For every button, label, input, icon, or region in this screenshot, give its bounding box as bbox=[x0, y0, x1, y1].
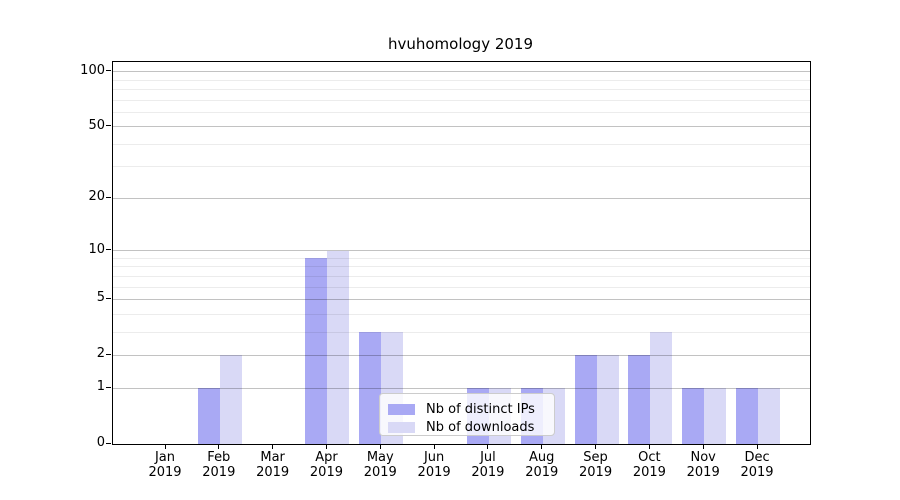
gridline-30 bbox=[113, 166, 810, 168]
gridline-6 bbox=[113, 286, 810, 288]
x-tick-label-jun: Jun 2019 bbox=[417, 450, 451, 480]
bar-downloads-apr bbox=[327, 250, 350, 444]
x-tick-label-jan: Jan 2019 bbox=[148, 450, 182, 480]
x-tick-label-may: May 2019 bbox=[363, 450, 397, 480]
y-tick-label-1: 1 bbox=[96, 379, 105, 395]
gridline-8 bbox=[113, 266, 810, 268]
gridline-70 bbox=[113, 99, 810, 101]
y-tick-label-50: 50 bbox=[88, 117, 105, 133]
gridline-10 bbox=[113, 250, 810, 252]
x-tick-mark-jul bbox=[487, 444, 489, 449]
y-tick-label-0: 0 bbox=[96, 435, 105, 450]
gridline-3 bbox=[113, 331, 810, 333]
x-tick-mark-aug bbox=[541, 444, 543, 449]
legend-label-distinct-ips: Nb of distinct IPs bbox=[426, 402, 535, 417]
y-tick-mark bbox=[106, 386, 111, 388]
legend: Nb of distinct IPs Nb of downloads bbox=[379, 393, 555, 436]
gridline-40 bbox=[113, 143, 810, 145]
x-tick-mark-jun bbox=[433, 444, 435, 449]
legend-entry-distinct-ips: Nb of distinct IPs bbox=[388, 401, 546, 418]
y-tick-label-100: 100 bbox=[80, 62, 105, 78]
y-tick-mark bbox=[106, 442, 111, 444]
y-tick-label-2: 2 bbox=[96, 346, 105, 362]
legend-label-downloads: Nb of downloads bbox=[426, 420, 535, 435]
plot-area: Nb of distinct IPs Nb of downloads bbox=[112, 61, 811, 445]
bar-distinct-ips-may bbox=[359, 332, 382, 444]
bar-downloads-nov bbox=[704, 388, 727, 444]
x-tick-label-mar: Mar 2019 bbox=[256, 450, 290, 480]
legend-swatch-distinct-ips bbox=[388, 404, 415, 415]
x-tick-label-jul: Jul 2019 bbox=[471, 450, 505, 480]
bar-downloads-feb bbox=[219, 355, 242, 444]
gridline-100 bbox=[113, 71, 810, 73]
y-tick-mark bbox=[106, 249, 111, 251]
y-tick-mark bbox=[106, 125, 111, 127]
x-tick-mark-dec bbox=[756, 444, 758, 449]
y-tick-label-10: 10 bbox=[88, 241, 105, 257]
x-tick-label-oct: Oct 2019 bbox=[632, 450, 666, 480]
bar-downloads-dec bbox=[758, 388, 781, 444]
gridline-4 bbox=[113, 313, 810, 315]
y-tick-mark bbox=[106, 196, 111, 198]
gridline-2 bbox=[113, 354, 810, 356]
gridline-90 bbox=[113, 79, 810, 81]
x-tick-mark-jan bbox=[164, 444, 166, 449]
gridline-7 bbox=[113, 275, 810, 277]
x-tick-mark-oct bbox=[648, 444, 650, 449]
gridline-20 bbox=[113, 197, 810, 199]
legend-entry-downloads: Nb of downloads bbox=[388, 419, 546, 436]
gridline-50 bbox=[113, 126, 810, 128]
gridline-1 bbox=[113, 387, 810, 389]
x-tick-mark-feb bbox=[218, 444, 220, 449]
gridline-60 bbox=[113, 111, 810, 113]
x-tick-mark-nov bbox=[702, 444, 704, 449]
x-tick-label-nov: Nov 2019 bbox=[686, 450, 720, 480]
x-tick-label-dec: Dec 2019 bbox=[740, 450, 774, 480]
bar-distinct-ips-dec bbox=[736, 388, 759, 444]
chart-title: hvuhomology 2019 bbox=[387, 35, 534, 53]
x-tick-label-apr: Apr 2019 bbox=[309, 450, 343, 480]
bar-distinct-ips-nov bbox=[682, 388, 705, 444]
x-tick-label-sep: Sep 2019 bbox=[579, 450, 613, 480]
x-tick-mark-sep bbox=[595, 444, 597, 449]
bar-distinct-ips-sep bbox=[574, 355, 597, 444]
y-tick-label-20: 20 bbox=[88, 189, 105, 205]
x-tick-label-feb: Feb 2019 bbox=[202, 450, 236, 480]
bar-downloads-sep bbox=[596, 355, 619, 444]
gridline-9 bbox=[113, 257, 810, 259]
bar-distinct-ips-apr bbox=[305, 258, 328, 444]
y-tick-label-5: 5 bbox=[96, 290, 105, 306]
bar-downloads-oct bbox=[650, 332, 673, 444]
y-tick-mark bbox=[106, 353, 111, 355]
x-tick-mark-may bbox=[379, 444, 381, 449]
x-tick-mark-apr bbox=[325, 444, 327, 449]
gridline-5 bbox=[113, 298, 810, 300]
bar-distinct-ips-oct bbox=[628, 355, 651, 444]
x-tick-mark-mar bbox=[272, 444, 274, 449]
legend-swatch-downloads bbox=[388, 422, 415, 433]
x-tick-label-aug: Aug 2019 bbox=[525, 450, 559, 480]
y-tick-mark bbox=[106, 297, 111, 299]
y-tick-mark bbox=[106, 70, 111, 72]
bar-distinct-ips-feb bbox=[197, 388, 220, 444]
gridline-80 bbox=[113, 88, 810, 90]
